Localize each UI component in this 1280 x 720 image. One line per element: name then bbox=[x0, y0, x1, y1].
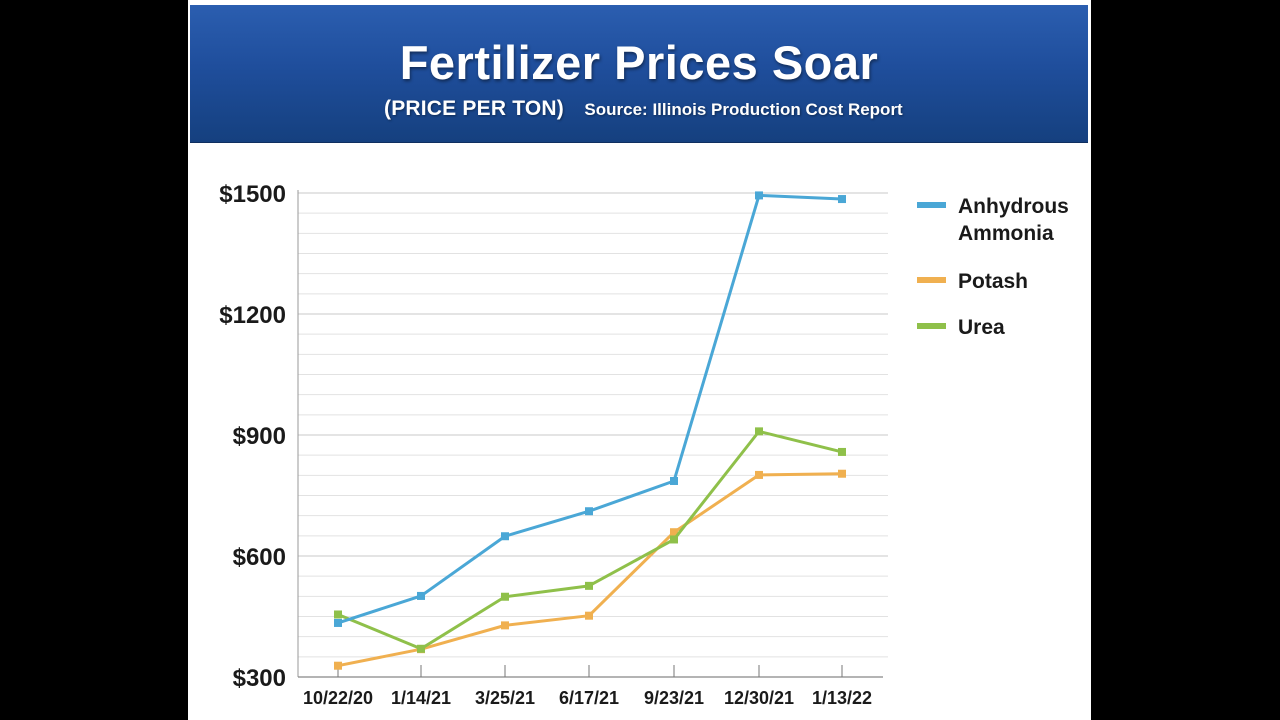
legend-label-anhydrous-ammonia: Ammonia bbox=[958, 222, 1054, 245]
data-point-potash bbox=[334, 661, 342, 670]
data-point-potash bbox=[755, 470, 763, 479]
data-point-anhydrous-ammonia bbox=[417, 591, 425, 600]
x-tick-label: 1/14/21 bbox=[391, 688, 451, 708]
chart-subtitle: (PRICE PER TON) bbox=[384, 97, 564, 120]
data-point-potash bbox=[670, 528, 678, 537]
data-point-potash bbox=[838, 469, 846, 478]
x-tick-label: 9/23/21 bbox=[644, 688, 704, 708]
legend-swatch-potash bbox=[917, 277, 946, 283]
data-point-anhydrous-ammonia bbox=[585, 507, 593, 516]
data-point-urea bbox=[670, 535, 678, 544]
y-tick-label: $1200 bbox=[219, 302, 286, 329]
data-point-urea bbox=[501, 592, 509, 601]
data-point-urea bbox=[838, 447, 846, 456]
x-tick-label: 12/30/21 bbox=[724, 688, 794, 708]
data-point-anhydrous-ammonia bbox=[755, 191, 763, 200]
data-point-urea bbox=[755, 427, 763, 436]
data-point-anhydrous-ammonia bbox=[838, 195, 846, 204]
x-tick-label: 6/17/21 bbox=[559, 688, 619, 708]
chart-slide: Fertilizer Prices Soar (PRICE PER TON) S… bbox=[188, 0, 1091, 720]
series-line-anhydrous-ammonia bbox=[337, 193, 843, 625]
legend-swatch-anhydrous-ammonia bbox=[917, 202, 946, 208]
subtitle-row: (PRICE PER TON) Source: Illinois Product… bbox=[384, 97, 903, 121]
data-point-urea bbox=[334, 610, 342, 619]
y-tick-label: $900 bbox=[233, 423, 286, 450]
data-point-anhydrous-ammonia bbox=[334, 618, 342, 627]
x-tick-label: 1/13/22 bbox=[812, 688, 872, 708]
line-chart: $300 $600 $900 $1200 $1500 10/22/20 1/14/21 3/2… bbox=[219, 181, 1069, 708]
data-point-anhydrous-ammonia bbox=[670, 476, 678, 485]
title-banner: Fertilizer Prices Soar (PRICE PER TON) S… bbox=[190, 5, 1088, 143]
chart-title: Fertilizer Prices Soar bbox=[399, 36, 879, 89]
legend-swatch-urea bbox=[917, 323, 946, 329]
x-tick-label: 3/25/21 bbox=[475, 688, 535, 708]
legend-label-anhydrous-ammonia: Anhydrous bbox=[958, 195, 1069, 218]
chart-source: Source: Illinois Production Cost Report bbox=[584, 100, 903, 119]
data-point-potash bbox=[501, 621, 509, 630]
legend-label-potash: Potash bbox=[958, 270, 1028, 293]
data-point-anhydrous-ammonia bbox=[501, 532, 509, 541]
y-tick-label: $300 bbox=[233, 665, 286, 692]
y-tick-label: $600 bbox=[233, 544, 286, 571]
legend-label-urea: Urea bbox=[958, 316, 1005, 339]
data-point-urea bbox=[585, 581, 593, 590]
y-tick-label: $1500 bbox=[219, 181, 286, 208]
x-tick-label: 10/22/20 bbox=[303, 688, 373, 708]
data-point-urea bbox=[417, 644, 425, 653]
data-point-potash bbox=[585, 611, 593, 620]
